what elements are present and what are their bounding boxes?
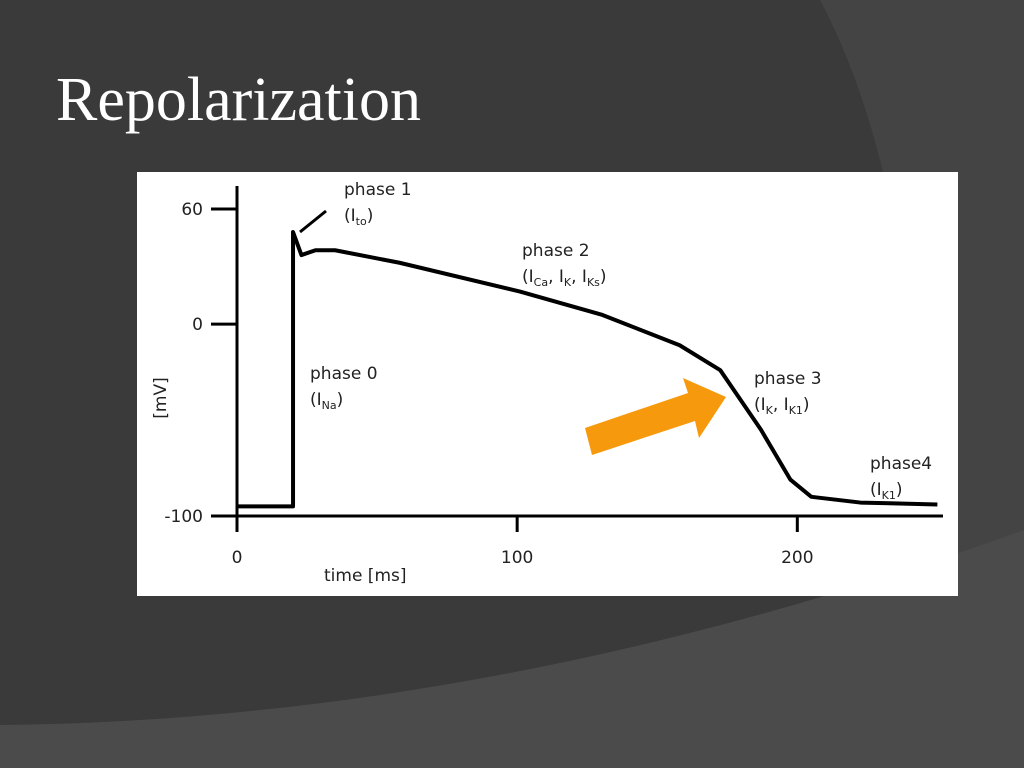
x-axis-label: time [ms] xyxy=(324,566,407,586)
current-subscript: Ks xyxy=(587,276,600,289)
phase-label: phase 2 xyxy=(522,241,590,261)
current-text: (I xyxy=(754,395,766,415)
x-tick-label: 100 xyxy=(501,548,533,568)
current-subscript: K xyxy=(564,276,572,289)
current-text: (I xyxy=(870,480,882,500)
current-subscript: Na xyxy=(322,399,337,412)
current-label: (INa) xyxy=(310,390,343,412)
y-tick-label: -100 xyxy=(164,507,203,527)
current-text: (I xyxy=(522,267,534,287)
y-tick-label: 0 xyxy=(192,315,203,335)
x-tick-label: 200 xyxy=(781,548,813,568)
current-subscript: K xyxy=(766,404,774,417)
current-text: (I xyxy=(310,390,322,410)
phase-label: phase 1 xyxy=(344,180,412,200)
x-tick-label: 0 xyxy=(232,548,243,568)
arrow xyxy=(585,378,726,455)
current-text: , I xyxy=(548,267,564,287)
data-line xyxy=(237,230,938,509)
background-curve xyxy=(0,530,1024,768)
current-text: , I xyxy=(571,267,587,287)
phase-label: phase4 xyxy=(870,454,932,474)
current-label: (ICa, IK, IKs) xyxy=(522,267,607,289)
current-label: (IK, IK1) xyxy=(754,395,810,417)
current-subscript: Ca xyxy=(534,276,548,289)
slide-title: Repolarization xyxy=(56,66,421,134)
y-tick-label: 60 xyxy=(181,200,203,220)
current-subscript: K1 xyxy=(789,404,803,417)
y-axis-label: [mV] xyxy=(151,377,171,418)
current-subscript: to xyxy=(356,215,367,228)
current-label: (IK1) xyxy=(870,480,903,502)
current-label: (Ito) xyxy=(344,206,373,228)
current-subscript: K1 xyxy=(882,489,896,502)
pointer-line xyxy=(299,209,327,234)
chart-panel xyxy=(137,172,958,596)
phase-label: phase 0 xyxy=(310,364,378,384)
current-text: ) xyxy=(600,267,607,287)
current-text: , I xyxy=(773,395,789,415)
current-text: ) xyxy=(896,480,903,500)
current-text: ) xyxy=(337,390,344,410)
current-text: ) xyxy=(367,206,374,226)
current-text: (I xyxy=(344,206,356,226)
phase-label: phase 3 xyxy=(754,369,822,389)
current-text: ) xyxy=(803,395,810,415)
